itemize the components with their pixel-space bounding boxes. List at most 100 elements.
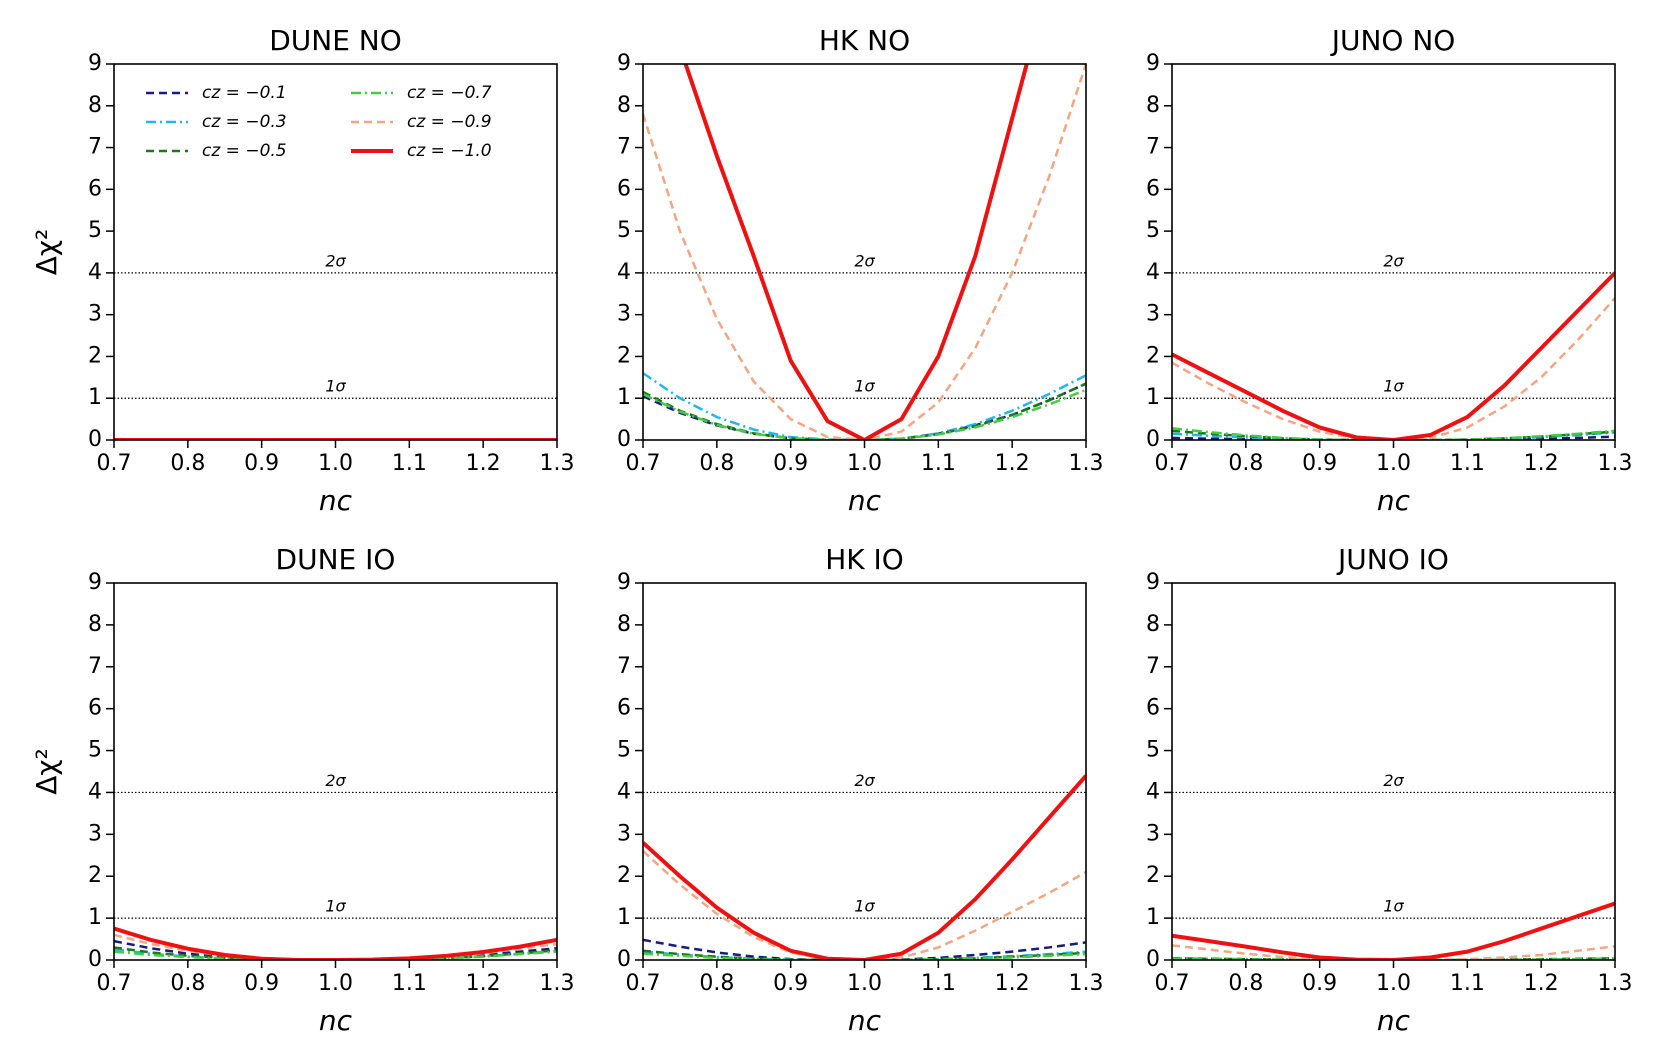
x-tick-label: 1.2	[1524, 451, 1559, 476]
y-tick-label: 3	[88, 821, 102, 846]
y-tick-label: 2	[1146, 343, 1160, 368]
y-tick-label: 0	[1146, 427, 1160, 452]
data-line	[1172, 427, 1615, 440]
reference-label: 1σ	[325, 377, 346, 396]
y-tick-label: 4	[617, 779, 631, 804]
y-tick-label: 3	[1146, 302, 1160, 327]
y-tick-label: 1	[88, 905, 102, 930]
panel: DUNE NO 1σ 2σ 0.7 0.8 0.9 1.0 1.1 1.2 1.3 0 1 2 3 4 5 6 7…	[30, 24, 575, 517]
x-axis-label: nc	[1377, 484, 1411, 517]
x-tick-label: 1.3	[1598, 451, 1633, 476]
y-tick-label: 4	[1146, 260, 1160, 285]
y-tick-label: 0	[88, 947, 102, 972]
x-axis-label: nc	[319, 484, 353, 517]
y-tick-label: 8	[1146, 612, 1160, 637]
y-tick-label: 3	[617, 302, 631, 327]
y-tick-label: 4	[88, 260, 102, 285]
y-tick-label: 9	[1146, 570, 1160, 595]
y-tick-label: 5	[1146, 738, 1160, 763]
x-tick-label: 0.8	[170, 451, 205, 476]
x-tick-label: 0.9	[1302, 451, 1337, 476]
data-line	[1172, 297, 1615, 440]
y-tick-label: 8	[617, 93, 631, 118]
y-axis-label: Δχ²	[30, 229, 63, 276]
reference-label: 2σ	[1383, 251, 1404, 270]
y-tick-label: 3	[1146, 821, 1160, 846]
y-tick-label: 2	[88, 863, 102, 888]
x-tick-label: 0.7	[626, 971, 661, 996]
x-tick-label: 0.8	[699, 971, 734, 996]
data-line	[643, 774, 1086, 960]
x-tick-label: 1.1	[921, 971, 956, 996]
x-tick-label: 0.7	[97, 971, 132, 996]
x-tick-label: 1.1	[921, 451, 956, 476]
x-tick-label: 1.0	[1376, 451, 1411, 476]
y-tick-label: 1	[1146, 385, 1160, 410]
x-tick-label: 1.3	[1069, 451, 1104, 476]
data-line	[643, 938, 1086, 960]
x-tick-label: 1.2	[1524, 971, 1559, 996]
x-tick-label: 1.1	[1450, 451, 1485, 476]
x-tick-label: 1.0	[318, 451, 353, 476]
plot-lines	[1172, 271, 1615, 440]
data-line	[114, 939, 557, 960]
x-tick-label: 0.9	[244, 971, 279, 996]
x-tick-label: 1.2	[466, 451, 501, 476]
x-tick-label: 0.7	[1155, 971, 1190, 996]
reference-label: 2σ	[854, 251, 875, 270]
y-tick-label: 9	[1146, 51, 1160, 76]
plot-lines	[114, 926, 557, 960]
data-line	[114, 926, 557, 960]
x-tick-label: 0.8	[1228, 971, 1263, 996]
x-tick-label: 0.7	[1155, 451, 1190, 476]
x-tick-label: 1.0	[847, 971, 882, 996]
y-tick-label: 8	[617, 612, 631, 637]
y-tick-label: 2	[1146, 863, 1160, 888]
panel: JUNO NO 1σ 2σ 0.7 0.8 0.9 1.0 1.1 1.2 1.3 0 1 2 3 4 5 6 7…	[1146, 24, 1633, 517]
y-tick-label: 5	[88, 218, 102, 243]
x-tick-label: 0.7	[626, 451, 661, 476]
x-tick-label: 0.7	[97, 451, 132, 476]
y-tick-label: 6	[617, 176, 631, 201]
x-tick-label: 0.9	[244, 451, 279, 476]
x-tick-label: 1.2	[995, 451, 1030, 476]
y-tick-label: 4	[88, 779, 102, 804]
x-tick-label: 1.3	[540, 971, 575, 996]
y-tick-label: 1	[88, 385, 102, 410]
y-tick-label: 2	[617, 863, 631, 888]
y-tick-label: 6	[88, 176, 102, 201]
data-line	[643, 372, 1086, 440]
x-tick-label: 1.2	[466, 971, 501, 996]
panel-title: JUNO IO	[1336, 543, 1449, 576]
panel: HK IO 1σ 2σ 0.7 0.8 0.9 1.0 1.1 1.2 1.3 0 1 2 3 4 5 6 7 8 9…	[617, 543, 1104, 1037]
x-tick-label: 0.8	[699, 451, 734, 476]
data-line	[1172, 901, 1615, 960]
panel-title: HK IO	[825, 543, 904, 576]
data-line	[1172, 944, 1615, 960]
y-tick-label: 8	[88, 93, 102, 118]
legend: cz = −0.1 cz = −0.3 cz = −0.5 cz = −0.7 cz =…	[146, 83, 492, 161]
x-tick-label: 1.0	[847, 451, 882, 476]
y-tick-label: 6	[1146, 176, 1160, 201]
x-tick-label: 1.1	[392, 451, 427, 476]
reference-label: 2σ	[325, 251, 346, 270]
y-tick-label: 6	[88, 696, 102, 721]
y-tick-label: 1	[1146, 905, 1160, 930]
y-tick-label: 6	[617, 696, 631, 721]
y-tick-label: 4	[617, 260, 631, 285]
x-tick-label: 1.2	[995, 971, 1030, 996]
panel-title: DUNE NO	[269, 24, 402, 57]
x-tick-label: 1.3	[540, 451, 575, 476]
data-line	[643, 952, 1086, 960]
y-tick-label: 5	[617, 738, 631, 763]
plot-lines	[643, 64, 1086, 440]
legend-label: cz = −0.5	[202, 141, 287, 161]
x-tick-label: 1.0	[1376, 971, 1411, 996]
panel: JUNO IO 1σ 2σ 0.7 0.8 0.9 1.0 1.1 1.2 1.3 0 1 2 3 4 5 6 7…	[1146, 543, 1633, 1037]
panel-title: DUNE IO	[276, 543, 396, 576]
x-tick-label: 1.3	[1069, 971, 1104, 996]
legend-label: cz = −0.1	[202, 83, 287, 103]
x-tick-label: 1.1	[392, 971, 427, 996]
x-tick-label: 0.9	[773, 451, 808, 476]
